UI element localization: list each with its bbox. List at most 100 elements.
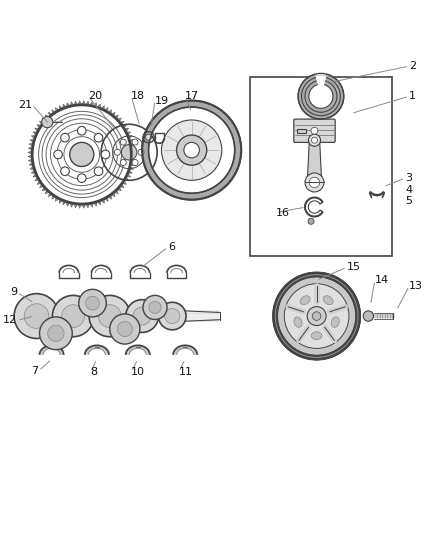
Circle shape bbox=[184, 142, 199, 158]
Circle shape bbox=[177, 135, 207, 165]
Polygon shape bbox=[42, 118, 47, 122]
Polygon shape bbox=[131, 155, 136, 158]
Polygon shape bbox=[111, 112, 115, 117]
Polygon shape bbox=[131, 147, 135, 150]
Ellipse shape bbox=[323, 296, 333, 305]
Bar bbox=[297, 129, 306, 133]
Circle shape bbox=[86, 296, 99, 310]
Circle shape bbox=[70, 142, 94, 166]
Circle shape bbox=[312, 312, 321, 320]
Polygon shape bbox=[45, 115, 49, 119]
Polygon shape bbox=[126, 173, 131, 177]
Polygon shape bbox=[114, 190, 118, 194]
Polygon shape bbox=[35, 128, 39, 132]
Polygon shape bbox=[129, 166, 134, 170]
Polygon shape bbox=[28, 150, 32, 155]
Polygon shape bbox=[37, 125, 42, 128]
Circle shape bbox=[159, 302, 186, 330]
Wedge shape bbox=[142, 101, 241, 200]
Ellipse shape bbox=[311, 332, 322, 340]
Text: 3: 3 bbox=[405, 173, 412, 183]
Polygon shape bbox=[74, 101, 78, 106]
Circle shape bbox=[138, 149, 144, 155]
Circle shape bbox=[24, 304, 49, 328]
Circle shape bbox=[309, 177, 320, 188]
Text: 18: 18 bbox=[131, 91, 145, 101]
Circle shape bbox=[308, 134, 321, 146]
Polygon shape bbox=[49, 112, 53, 117]
Text: 5: 5 bbox=[405, 197, 412, 206]
Polygon shape bbox=[97, 104, 101, 109]
Polygon shape bbox=[85, 345, 109, 355]
Circle shape bbox=[126, 300, 159, 333]
Circle shape bbox=[311, 127, 318, 134]
Circle shape bbox=[14, 294, 59, 338]
Circle shape bbox=[305, 173, 324, 192]
Circle shape bbox=[121, 144, 137, 160]
Polygon shape bbox=[30, 139, 35, 143]
Circle shape bbox=[162, 120, 222, 180]
Polygon shape bbox=[70, 203, 74, 207]
Circle shape bbox=[54, 150, 62, 159]
Polygon shape bbox=[130, 162, 134, 166]
Circle shape bbox=[145, 134, 152, 140]
Circle shape bbox=[284, 284, 349, 349]
Polygon shape bbox=[108, 195, 112, 199]
Text: 12: 12 bbox=[3, 316, 17, 325]
Bar bbox=[250, 77, 392, 256]
Circle shape bbox=[61, 167, 69, 175]
Polygon shape bbox=[63, 104, 67, 109]
Circle shape bbox=[42, 117, 53, 128]
Circle shape bbox=[132, 159, 138, 166]
Text: 7: 7 bbox=[32, 366, 39, 376]
Circle shape bbox=[311, 137, 318, 143]
Circle shape bbox=[308, 218, 314, 224]
Polygon shape bbox=[52, 110, 56, 115]
Polygon shape bbox=[173, 345, 197, 355]
Polygon shape bbox=[42, 187, 47, 191]
Polygon shape bbox=[33, 173, 38, 177]
Polygon shape bbox=[124, 177, 129, 181]
Polygon shape bbox=[307, 140, 322, 182]
Text: 15: 15 bbox=[347, 262, 361, 272]
Circle shape bbox=[78, 126, 86, 135]
Text: 21: 21 bbox=[18, 100, 32, 110]
Polygon shape bbox=[122, 125, 127, 128]
Circle shape bbox=[132, 139, 138, 145]
Circle shape bbox=[114, 149, 120, 155]
Circle shape bbox=[117, 321, 132, 336]
Circle shape bbox=[94, 133, 103, 142]
Polygon shape bbox=[86, 101, 89, 106]
Wedge shape bbox=[274, 273, 360, 359]
Polygon shape bbox=[74, 204, 78, 208]
Polygon shape bbox=[28, 147, 33, 150]
Wedge shape bbox=[298, 74, 344, 119]
Text: 6: 6 bbox=[168, 242, 175, 252]
Circle shape bbox=[274, 273, 360, 359]
Polygon shape bbox=[89, 102, 93, 106]
Text: 16: 16 bbox=[276, 208, 290, 217]
Polygon shape bbox=[39, 345, 64, 355]
Polygon shape bbox=[82, 101, 86, 105]
Text: 4: 4 bbox=[405, 185, 412, 195]
Polygon shape bbox=[129, 139, 134, 143]
Polygon shape bbox=[127, 170, 132, 173]
Polygon shape bbox=[29, 143, 34, 147]
Circle shape bbox=[143, 295, 167, 319]
Polygon shape bbox=[39, 121, 44, 125]
Polygon shape bbox=[49, 192, 53, 197]
Circle shape bbox=[277, 277, 356, 356]
Ellipse shape bbox=[331, 317, 339, 327]
Polygon shape bbox=[130, 143, 134, 147]
Circle shape bbox=[307, 306, 326, 326]
Circle shape bbox=[48, 325, 64, 342]
Text: 11: 11 bbox=[179, 367, 193, 377]
Polygon shape bbox=[117, 187, 121, 191]
Circle shape bbox=[79, 289, 106, 317]
Polygon shape bbox=[78, 204, 82, 208]
Polygon shape bbox=[59, 199, 63, 204]
Polygon shape bbox=[63, 200, 67, 205]
Polygon shape bbox=[59, 106, 63, 110]
Polygon shape bbox=[97, 200, 101, 205]
Circle shape bbox=[165, 309, 180, 324]
